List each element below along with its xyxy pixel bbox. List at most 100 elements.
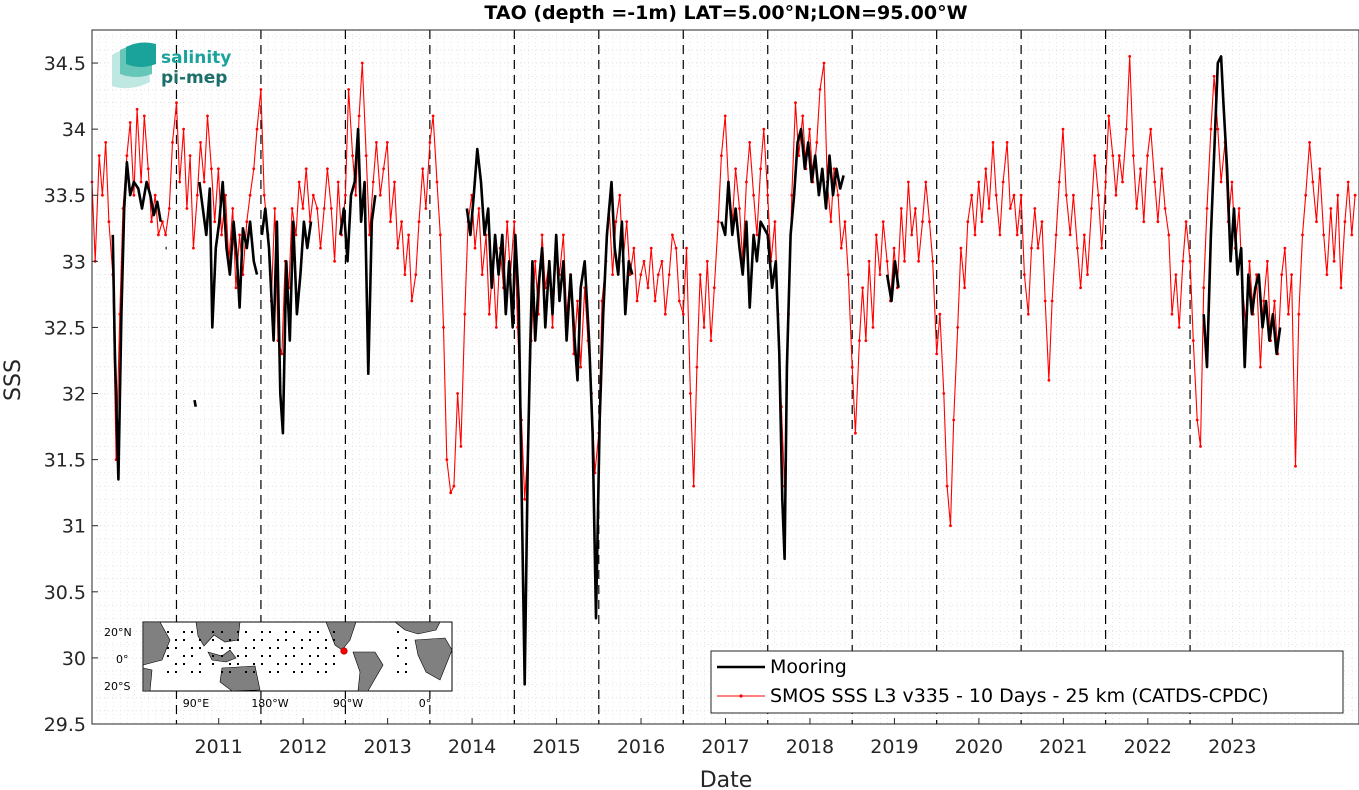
data-point (935, 352, 939, 356)
data-point (1121, 180, 1124, 184)
data-point (1262, 299, 1266, 303)
mooring-dot (191, 671, 193, 673)
data-point (1219, 180, 1223, 184)
mooring-dot (277, 647, 279, 649)
data-point (1301, 233, 1304, 237)
data-point (1216, 127, 1220, 131)
data-point (1350, 233, 1354, 237)
data-point (1336, 193, 1340, 197)
data-point (984, 167, 988, 171)
series-line (339, 127, 377, 376)
data-point (1318, 167, 1322, 171)
data-point (540, 233, 544, 237)
data-point (1153, 180, 1157, 184)
data-point (385, 141, 389, 144)
data-point (1076, 246, 1079, 250)
mooring-dot (317, 671, 319, 673)
mooring-dot (285, 663, 287, 665)
data-point (410, 299, 414, 303)
data-point (850, 365, 854, 369)
inset-lat-label-20n: 20°N (104, 626, 132, 639)
data-point (1061, 127, 1065, 131)
y-tick-label: 29.5 (44, 714, 86, 736)
mooring-dot (301, 671, 303, 673)
selected-mooring-marker (340, 647, 348, 655)
data-point (273, 207, 277, 210)
mooring-dot (285, 639, 287, 641)
data-point (101, 193, 104, 197)
data-point (945, 484, 949, 488)
data-point (738, 207, 741, 210)
series-line (260, 207, 313, 435)
mooring-dot (261, 663, 263, 665)
data-point (315, 207, 319, 210)
data-point (1050, 299, 1054, 303)
data-point (164, 233, 168, 237)
x-axis-ticks: 2011 2012 2013 2014 2015 2016 2017 2018 2019 2020… (195, 718, 1256, 758)
data-point (794, 101, 797, 105)
data-point (336, 180, 340, 184)
data-point (438, 233, 442, 237)
mooring-dot (237, 639, 239, 641)
data-point (808, 127, 811, 131)
data-point (329, 207, 333, 210)
data-point (885, 259, 889, 263)
mooring-dot (253, 639, 255, 641)
data-point (649, 246, 653, 250)
data-point (618, 193, 622, 197)
data-point (364, 154, 368, 158)
y-tick-label: 31 (62, 516, 86, 538)
data-point (347, 88, 350, 91)
mooring-dot (293, 655, 295, 657)
data-point (424, 207, 428, 210)
data-point (667, 273, 671, 276)
data-point (1104, 180, 1107, 184)
data-point (428, 141, 432, 144)
inset-lon-label-90e: 90°E (183, 697, 209, 710)
data-point (1311, 180, 1315, 184)
data-point (1322, 233, 1326, 237)
mooring-dot (309, 655, 311, 657)
data-point (942, 392, 946, 395)
mooring-dot (175, 663, 177, 665)
data-point (142, 114, 146, 118)
mooring-dot (269, 631, 271, 633)
data-point (322, 207, 326, 210)
data-point (656, 273, 660, 276)
y-tick-label: 34.5 (44, 53, 86, 75)
mooring-dot (405, 671, 407, 673)
inset-lat-label-20s: 20°S (104, 680, 130, 693)
mooring-dot (199, 671, 201, 673)
mooring-dot (309, 639, 311, 641)
data-point (1188, 259, 1192, 263)
data-point (477, 207, 481, 210)
data-point (745, 180, 748, 184)
mooring-dot (183, 639, 185, 641)
mooring-dot (199, 647, 201, 649)
data-point (262, 193, 266, 197)
y-tick-label: 31.5 (44, 450, 86, 472)
data-point (858, 339, 861, 342)
data-point (1332, 259, 1336, 263)
data-point (421, 167, 425, 171)
data-point (614, 220, 618, 224)
data-point (907, 180, 910, 184)
mooring-dot (167, 671, 169, 673)
data-point (452, 484, 456, 488)
x-tick-label: 2015 (532, 736, 580, 758)
data-point (217, 167, 220, 171)
series-line (91, 55, 1356, 527)
data-point (1248, 259, 1251, 263)
data-point (1068, 233, 1072, 237)
mooring-dot (269, 671, 271, 673)
data-point (234, 286, 238, 290)
chart-title: TAO (depth =-1m) LAT=5.00°N;LON=95.00°W (484, 2, 967, 24)
data-point (994, 193, 998, 197)
data-point (1304, 193, 1308, 197)
mooring-dot (229, 663, 231, 665)
data-point (378, 193, 382, 197)
data-point (1064, 193, 1068, 197)
x-tick-label: 2017 (701, 736, 749, 758)
data-point (864, 339, 868, 342)
data-point (917, 259, 920, 263)
